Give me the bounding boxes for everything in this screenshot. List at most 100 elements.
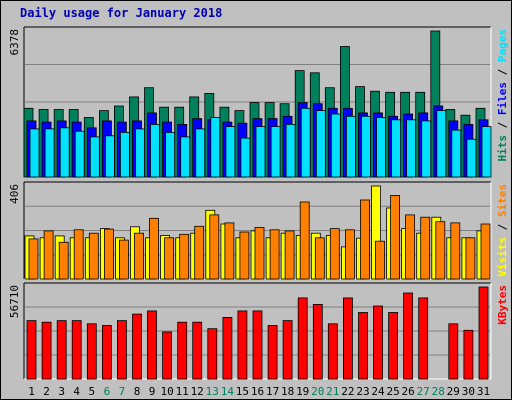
bar-sites-day-21	[329, 228, 340, 280]
y-tick-label: 56710	[8, 285, 21, 318]
legend-label: Files	[496, 82, 509, 115]
bar-kbytes-day-1	[26, 320, 37, 380]
bar-pages-day-11	[180, 136, 191, 178]
bar-pages-day-3	[59, 127, 70, 178]
series-pages	[29, 107, 492, 178]
bar-sites-day-25	[390, 194, 401, 280]
bar-sites-day-9	[149, 217, 159, 280]
bar-kbytes-day-24	[373, 305, 383, 380]
bar-sites-day-24	[375, 240, 385, 280]
legend-label: KBytes	[496, 285, 509, 325]
x-tick-day-27: 27	[417, 385, 430, 398]
legend-label: /	[496, 217, 509, 237]
bar-pages-day-27	[421, 120, 432, 178]
panel-2: 406 Visits / Sites	[8, 181, 509, 280]
bar-sites-day-30	[465, 237, 476, 280]
x-tick-day-14: 14	[221, 385, 235, 398]
x-tick-day-13: 13	[206, 385, 219, 398]
bar-kbytes-day-25	[388, 312, 399, 380]
x-tick-day-11: 11	[176, 385, 189, 398]
bar-kbytes-day-20	[312, 303, 323, 380]
bar-sites-day-2	[43, 230, 54, 280]
bar-sites-day-26	[405, 214, 416, 280]
bar-kbytes-day-6	[102, 325, 112, 380]
bar-pages-day-2	[44, 128, 55, 178]
bar-pages-day-8	[135, 128, 145, 178]
bar-kbytes-day-14	[222, 316, 233, 380]
legend-label: Pages	[496, 29, 509, 62]
panel-1: 6378 Hits / Files / Pages	[8, 26, 509, 178]
series-sites	[28, 194, 491, 280]
bar-kbytes-day-11	[177, 321, 188, 380]
bar-pages-day-28	[436, 110, 447, 178]
legend-label: /	[496, 62, 509, 82]
bar-pages-day-4	[74, 130, 85, 178]
bar-sites-day-5	[88, 232, 99, 280]
bar-kbytes-day-30	[463, 329, 474, 380]
bar-pages-day-24	[376, 117, 386, 178]
x-tick-day-10: 10	[160, 385, 173, 398]
bar-kbytes-day-10	[162, 331, 173, 380]
bar-sites-day-6	[104, 228, 114, 280]
bar-sites-day-14	[224, 222, 235, 280]
legend-label: Visits	[496, 237, 509, 277]
bar-sites-day-17	[269, 229, 280, 280]
bar-pages-day-31	[481, 126, 492, 178]
bar-pages-day-21	[330, 113, 341, 178]
bar-pages-day-7	[120, 131, 130, 178]
bar-sites-day-22	[344, 229, 355, 280]
bar-kbytes-day-2	[41, 321, 52, 380]
bar-pages-day-17	[270, 126, 281, 178]
x-tick-day-25: 25	[386, 385, 399, 398]
bar-kbytes-day-5	[86, 323, 97, 380]
bar-sites-day-19	[299, 201, 310, 280]
series-kbytes	[26, 286, 489, 380]
x-tick-day-21: 21	[326, 385, 339, 398]
bar-sites-day-18	[284, 230, 295, 280]
bar-pages-day-12	[195, 128, 206, 178]
bar-kbytes-day-16	[252, 310, 263, 380]
bar-kbytes-day-3	[56, 320, 67, 380]
bar-kbytes-day-9	[147, 310, 157, 380]
x-tick-day-22: 22	[341, 385, 354, 398]
x-tick-day-19: 19	[296, 385, 309, 398]
bar-pages-day-5	[89, 136, 100, 178]
bar-sites-day-31	[480, 223, 491, 280]
panel-3: 56710 KBytes	[8, 282, 509, 380]
bar-pages-day-25	[391, 119, 402, 178]
bar-kbytes-day-4	[71, 320, 82, 380]
x-tick-day-12: 12	[191, 385, 204, 398]
x-tick-day-5: 5	[88, 385, 95, 398]
bar-sites-day-27	[420, 216, 431, 280]
x-tick-day-15: 15	[236, 385, 249, 398]
bar-pages-day-22	[345, 115, 356, 178]
series-legend: KBytes	[496, 285, 509, 325]
x-tick-day-9: 9	[149, 385, 156, 398]
x-tick-day-26: 26	[401, 385, 414, 398]
bar-pages-day-6	[105, 135, 115, 178]
bar-sites-day-4	[73, 229, 84, 280]
bar-kbytes-day-19	[297, 297, 308, 380]
bar-sites-day-8	[134, 232, 144, 280]
bar-sites-day-28	[435, 221, 446, 280]
bar-pages-day-13	[210, 117, 221, 178]
bar-pages-day-20	[315, 110, 326, 178]
bar-kbytes-day-18	[282, 320, 293, 380]
bar-pages-day-9	[150, 124, 160, 178]
x-tick-day-29: 29	[447, 385, 460, 398]
bar-kbytes-day-8	[132, 313, 142, 380]
bar-pages-day-26	[406, 119, 417, 178]
bar-sites-day-20	[314, 237, 325, 280]
bar-sites-day-23	[360, 199, 370, 280]
x-tick-day-16: 16	[251, 385, 264, 398]
bar-pages-day-30	[466, 138, 477, 178]
bar-kbytes-day-12	[192, 321, 203, 380]
y-tick-label: 6378	[8, 29, 21, 56]
x-tick-day-6: 6	[104, 385, 111, 398]
bar-kbytes-day-26	[403, 292, 414, 380]
bar-pages-day-29	[451, 129, 462, 178]
bar-sites-day-13	[209, 214, 220, 280]
series-legend: Visits / Sites	[496, 184, 509, 277]
